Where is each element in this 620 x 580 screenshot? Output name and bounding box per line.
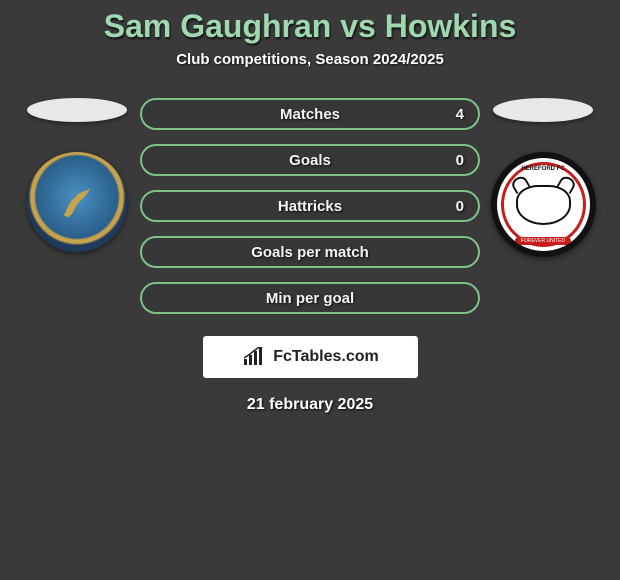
bird-icon [55,180,99,224]
stat-label: Goals per match [251,244,369,261]
stat-value: 0 [456,152,464,169]
main-row: Matches 4 Goals 0 Hattricks 0 Goals per … [0,98,620,314]
crest-top-text: HEREFORD FC [521,166,564,172]
stat-row-min-per-goal: Min per goal [140,282,480,314]
stat-row-matches: Matches 4 [140,98,480,130]
stat-label: Matches [280,106,340,123]
page-title: Sam Gaughran vs Howkins [0,8,620,45]
bull-icon [516,185,571,225]
stats-column: Matches 4 Goals 0 Hattricks 0 Goals per … [140,98,480,314]
date-label: 21 february 2025 [0,396,620,414]
stat-label: Min per goal [266,290,354,307]
left-column [22,98,132,252]
stat-row-goals: Goals 0 [140,144,480,176]
brand-logo-box: FcTables.com [203,336,418,378]
left-team-crest [27,152,127,252]
crest-bottom-text: FOREVER UNITED [515,237,571,245]
stat-value: 4 [456,106,464,123]
right-team-crest: HEREFORD FC FOREVER UNITED [491,152,596,257]
stat-label: Hattricks [278,198,342,215]
stat-row-hattricks: Hattricks 0 [140,190,480,222]
comparison-card: Sam Gaughran vs Howkins Club competition… [0,0,620,414]
stat-value: 0 [456,198,464,215]
chart-icon [241,347,267,367]
stat-row-goals-per-match: Goals per match [140,236,480,268]
subtitle: Club competitions, Season 2024/2025 [0,51,620,68]
stat-label: Goals [289,152,331,169]
left-ellipse [27,98,127,122]
right-column: HEREFORD FC FOREVER UNITED [488,98,598,257]
right-ellipse [493,98,593,122]
brand-text: FcTables.com [273,348,379,366]
